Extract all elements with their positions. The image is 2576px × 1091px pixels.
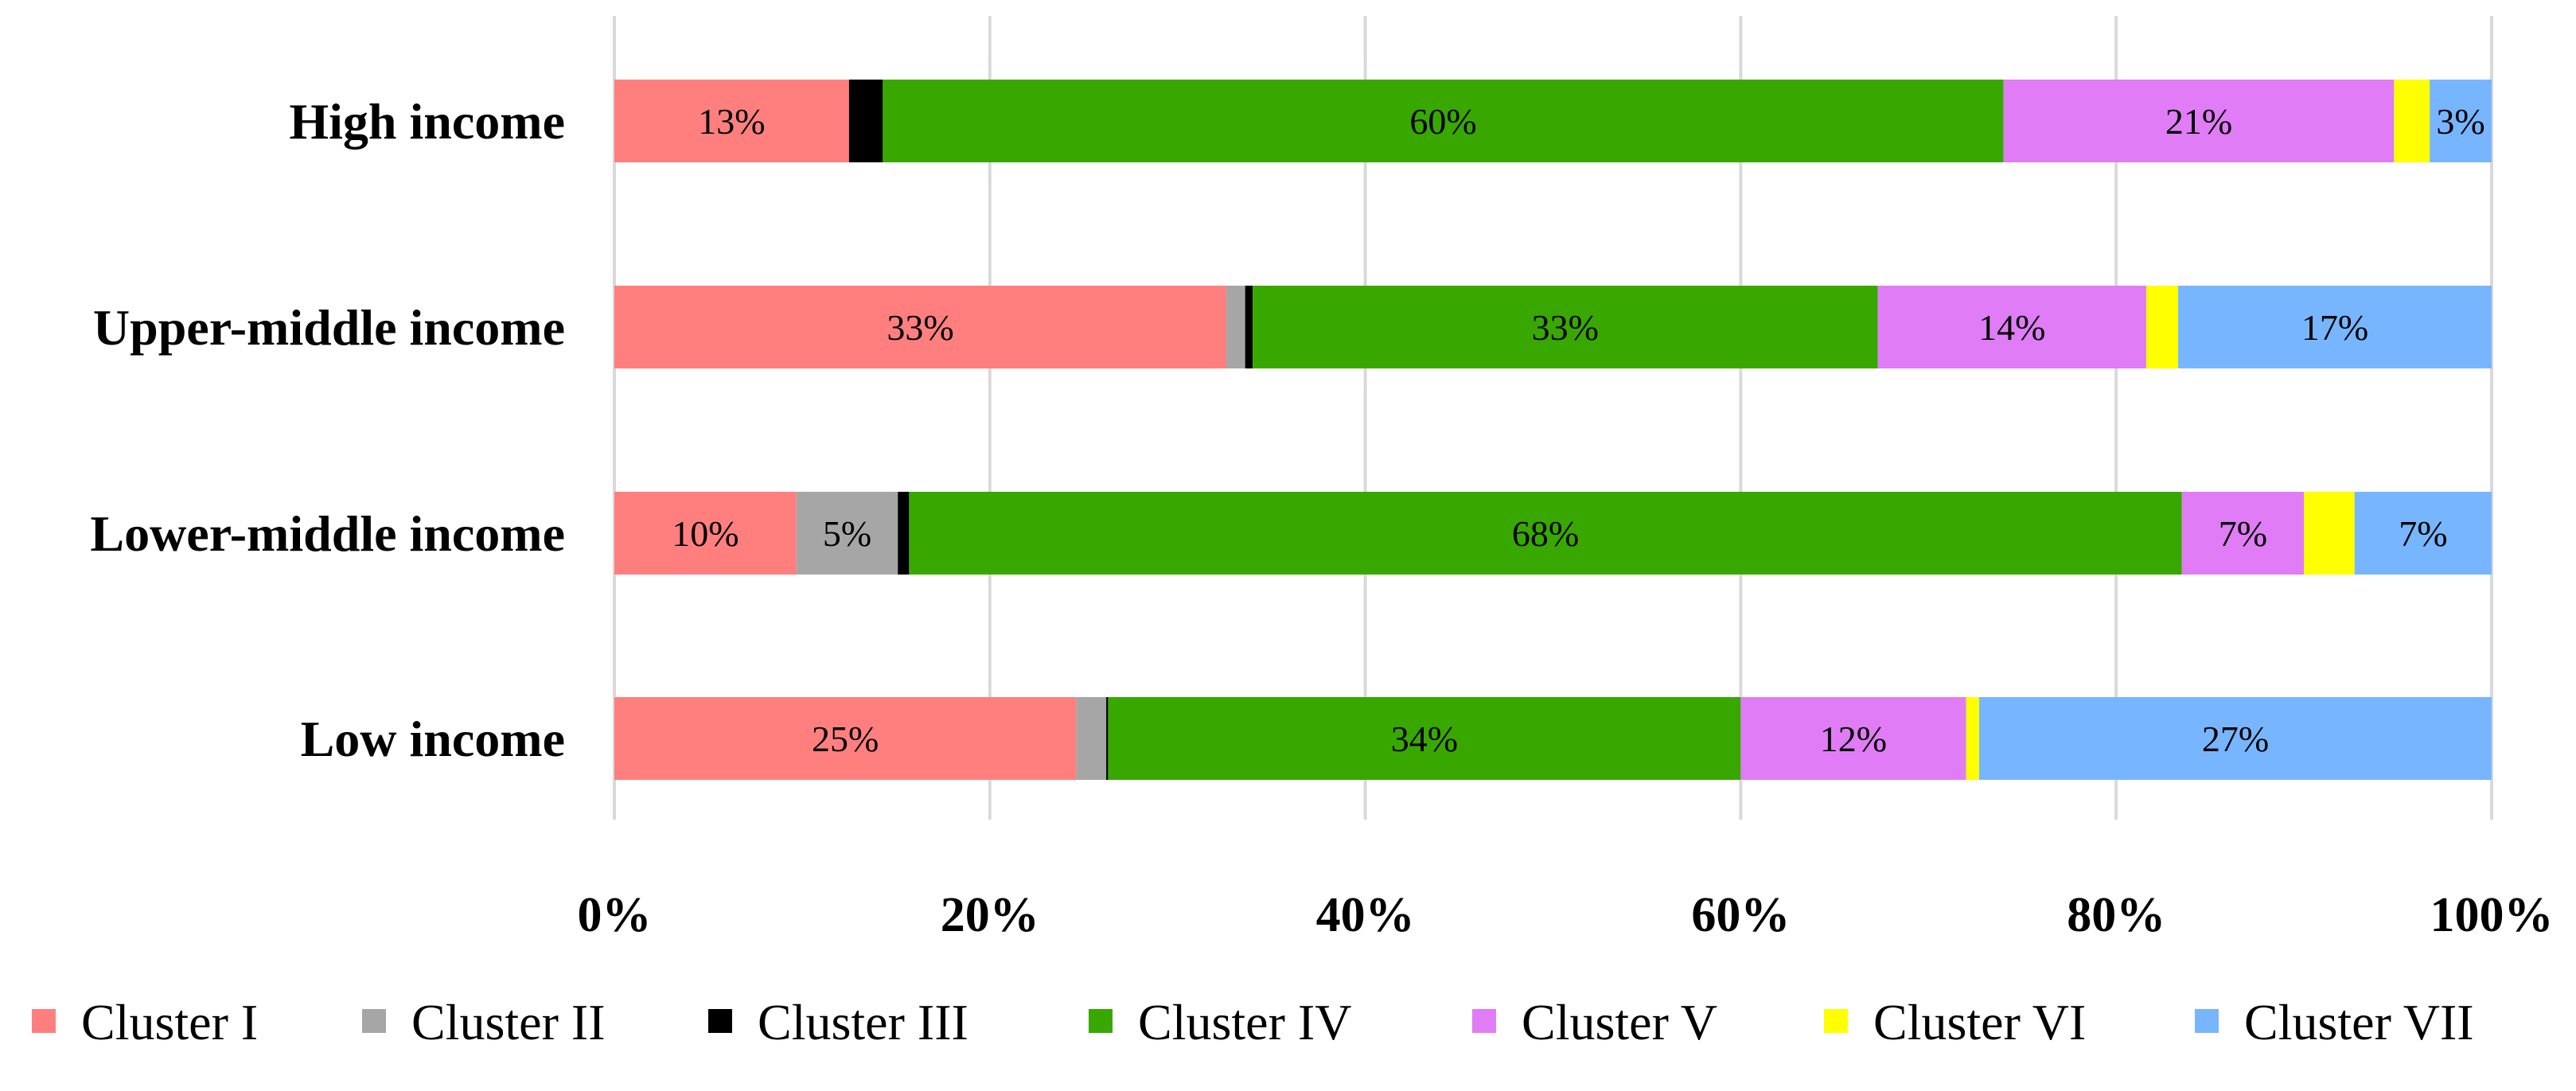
bar-segment bbox=[1740, 697, 1966, 780]
data-label: 17% bbox=[2301, 307, 2368, 348]
legend-swatch bbox=[2195, 1009, 2219, 1033]
legend-label: Cluster VI bbox=[1873, 994, 2086, 1050]
data-label: 34% bbox=[1391, 719, 1458, 759]
bar-segment bbox=[1877, 286, 2146, 368]
value-axis: 0% 20% 40% 60% 80% 100% bbox=[578, 888, 2554, 942]
x-tick-label: 40% bbox=[1316, 888, 1415, 942]
data-label: 5% bbox=[823, 513, 871, 554]
bar-segment bbox=[1108, 697, 1741, 780]
legend-swatch bbox=[1089, 1009, 1113, 1033]
legend-label: Cluster V bbox=[1522, 994, 1717, 1050]
bar-segment bbox=[1253, 286, 1878, 368]
legend-swatch bbox=[1472, 1009, 1496, 1033]
bar-segment bbox=[2394, 80, 2430, 162]
bars bbox=[614, 80, 2492, 780]
legend: Cluster I Cluster II Cluster III Cluster IV… bbox=[32, 994, 2474, 1050]
bar-segment bbox=[2354, 492, 2492, 575]
x-tick-label: 20% bbox=[941, 888, 1039, 942]
category-label: High income bbox=[289, 93, 565, 150]
data-label: 68% bbox=[1512, 513, 1579, 554]
bar-segment bbox=[2178, 286, 2492, 368]
category-axis: High income Upper-middle income Lower-midd… bbox=[90, 93, 565, 767]
bar-segment bbox=[2181, 492, 2305, 575]
data-label: 13% bbox=[698, 101, 765, 142]
bar-segment bbox=[2430, 80, 2492, 162]
bar-segment bbox=[1978, 697, 2492, 780]
x-tick-label: 0% bbox=[578, 888, 652, 942]
bar-segment bbox=[1106, 697, 1109, 780]
data-label: 12% bbox=[1820, 719, 1887, 759]
bar-segment bbox=[2003, 80, 2395, 162]
category-label: Low income bbox=[301, 711, 565, 767]
data-label: 33% bbox=[1532, 307, 1599, 348]
category-label: Lower-middle income bbox=[90, 505, 565, 562]
data-label: 21% bbox=[2165, 101, 2232, 142]
bar-segment bbox=[2304, 492, 2355, 575]
x-tick-label: 100% bbox=[2430, 888, 2554, 942]
bar-segment bbox=[1245, 286, 1253, 368]
bar-segment bbox=[2145, 286, 2179, 368]
bar-segment bbox=[614, 286, 1227, 368]
bar-segment bbox=[883, 80, 2004, 162]
data-label: 3% bbox=[2436, 101, 2484, 142]
data-label: 7% bbox=[2219, 513, 2267, 554]
data-label: 60% bbox=[1409, 101, 1476, 142]
bar-segment bbox=[1966, 697, 1979, 780]
x-tick-label: 60% bbox=[1691, 888, 1790, 942]
category-label: Upper-middle income bbox=[93, 299, 565, 356]
data-labels: 13% 60% 21% 3% 33% 33% 14% 17% 10% 5% 68% 7% 7% 25% 34… bbox=[672, 101, 2484, 759]
data-label: 27% bbox=[2202, 719, 2269, 759]
legend-swatch bbox=[32, 1009, 56, 1033]
data-label: 14% bbox=[1978, 307, 2045, 348]
legend-label: Cluster II bbox=[411, 994, 606, 1050]
bar-segment bbox=[614, 697, 1077, 780]
x-tick-label: 80% bbox=[2067, 888, 2165, 942]
legend-label: Cluster IV bbox=[1138, 994, 1351, 1050]
bar-segment bbox=[614, 80, 849, 162]
legend-label: Cluster III bbox=[758, 994, 968, 1050]
data-label: 25% bbox=[812, 719, 879, 759]
bar-segment bbox=[614, 492, 797, 575]
bar-segment bbox=[1076, 697, 1107, 780]
bar-segment bbox=[898, 492, 910, 575]
data-label: 10% bbox=[672, 513, 739, 554]
bar-segment bbox=[848, 80, 883, 162]
legend-swatch bbox=[708, 1009, 732, 1033]
legend-swatch bbox=[362, 1009, 386, 1033]
bar-segment bbox=[796, 492, 898, 575]
bar-segment bbox=[1226, 286, 1245, 368]
legend-swatch bbox=[1824, 1009, 1848, 1033]
data-label: 33% bbox=[887, 307, 953, 348]
data-label: 7% bbox=[2399, 513, 2447, 554]
legend-label: Cluster VII bbox=[2244, 994, 2474, 1050]
legend-label: Cluster I bbox=[81, 994, 258, 1050]
bar-segment bbox=[909, 492, 2182, 575]
